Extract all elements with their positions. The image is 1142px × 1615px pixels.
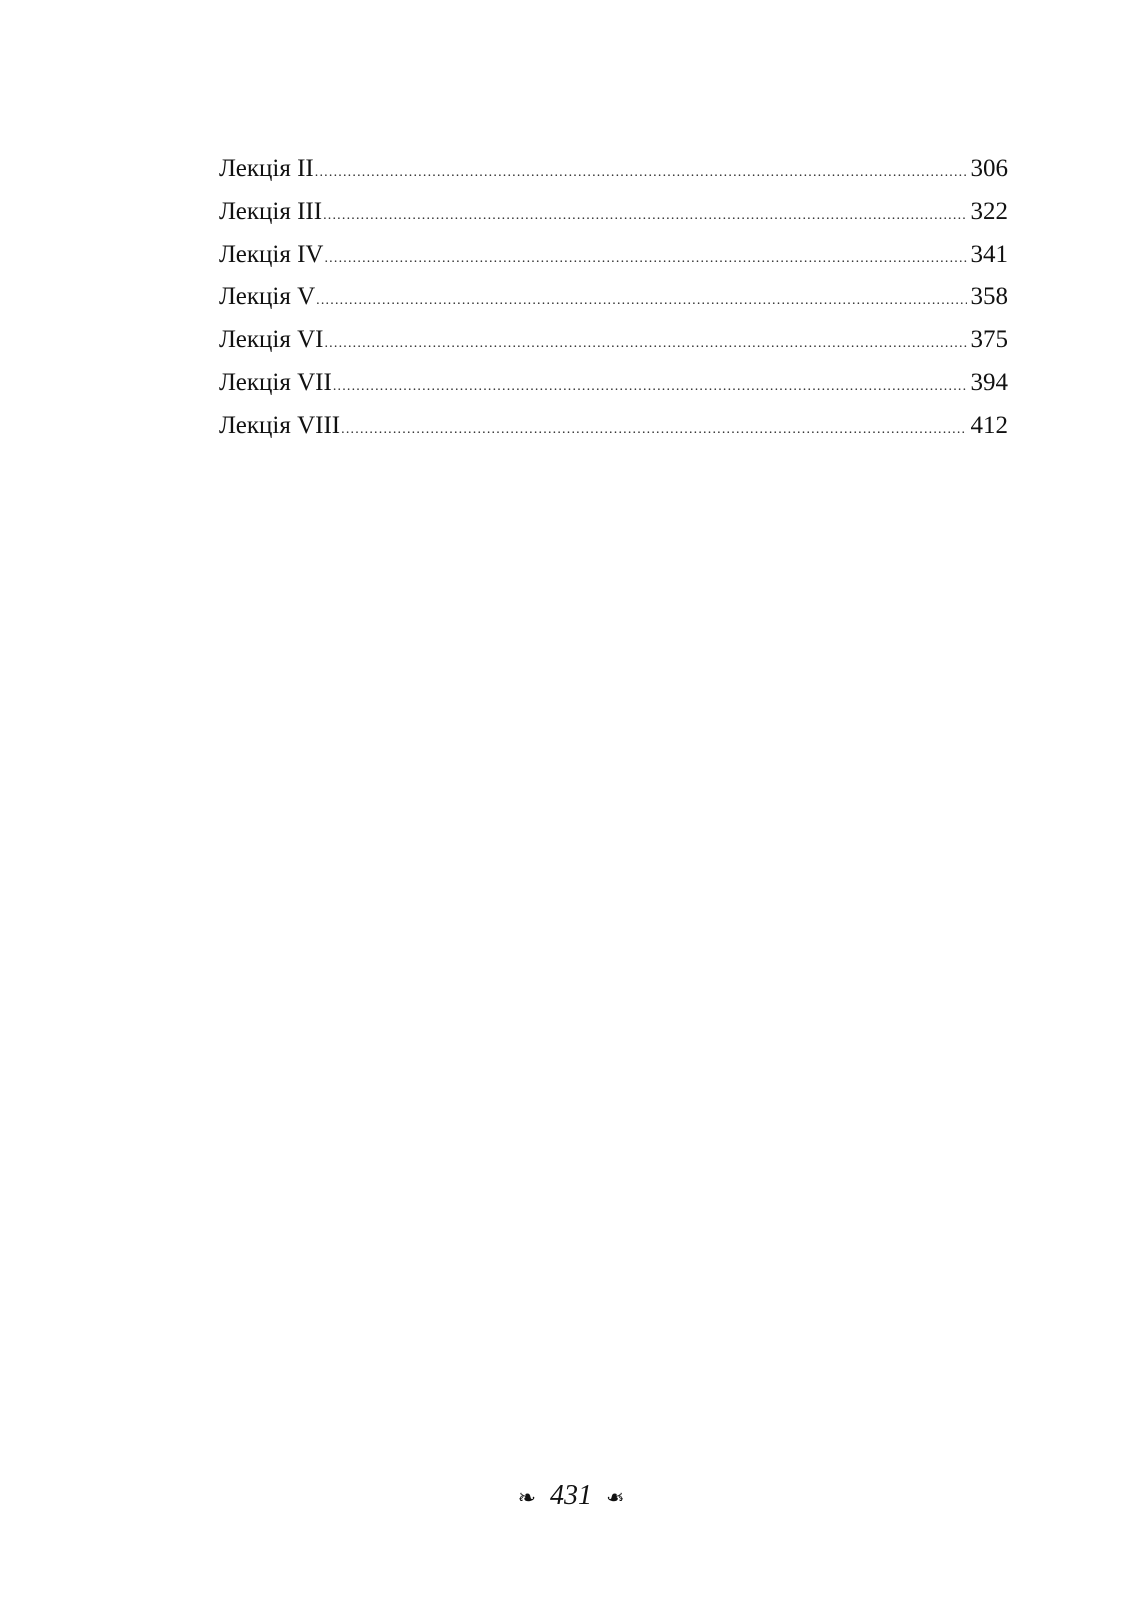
page-footer: ❧ 431 ❧ bbox=[0, 1480, 1142, 1512]
toc-entry-page: 306 bbox=[970, 155, 1009, 182]
toc-entry-label: Лекція VII bbox=[219, 368, 332, 396]
toc-entry-label: Лекція III bbox=[219, 197, 323, 225]
toc-entry-page: 394 bbox=[970, 368, 1009, 396]
table-of-contents: Лекція II306 Лекція III322 Лекція IV341 … bbox=[219, 148, 1008, 448]
toc-entry-label: Лекція V bbox=[219, 283, 316, 311]
toc-entry[interactable]: Лекція VI 375 bbox=[219, 319, 1008, 362]
toc-entry-page: 322 bbox=[970, 197, 1009, 225]
dot-leader bbox=[324, 323, 966, 366]
toc-entry-label: Лекція VI bbox=[219, 326, 324, 354]
toc-entry-page: 341 bbox=[970, 240, 1009, 268]
dot-leader bbox=[323, 195, 966, 238]
toc-entry[interactable]: Лекція IV 341 bbox=[219, 234, 1008, 277]
fleuron-right-icon: ❧ bbox=[606, 1484, 625, 1510]
toc-entry[interactable]: Лекція VIII 412 bbox=[219, 405, 1008, 448]
dot-leader bbox=[324, 238, 966, 281]
toc-entry-page: 375 bbox=[970, 326, 1009, 354]
toc-entry[interactable]: Лекція II 306 bbox=[219, 148, 1008, 191]
dot-leader bbox=[333, 366, 967, 409]
toc-entry[interactable]: Лекція VII 394 bbox=[219, 362, 1008, 405]
toc-entry-label: Лекція VIII bbox=[219, 411, 341, 439]
toc-entry-page: 412 bbox=[970, 411, 1009, 439]
toc-entry-page: 358 bbox=[970, 283, 1009, 311]
dot-leader bbox=[315, 152, 967, 195]
page-number: 431 bbox=[550, 1480, 592, 1511]
toc-entry[interactable]: Лекція V 358 bbox=[219, 276, 1008, 319]
fleuron-left-icon: ❧ bbox=[517, 1484, 536, 1510]
dot-leader bbox=[341, 409, 966, 452]
dot-leader bbox=[316, 280, 966, 323]
toc-entry-label: Лекція IV bbox=[219, 240, 324, 268]
toc-entry[interactable]: Лекція III 322 bbox=[219, 191, 1008, 234]
toc-entry-label: Лекція II bbox=[219, 155, 314, 182]
